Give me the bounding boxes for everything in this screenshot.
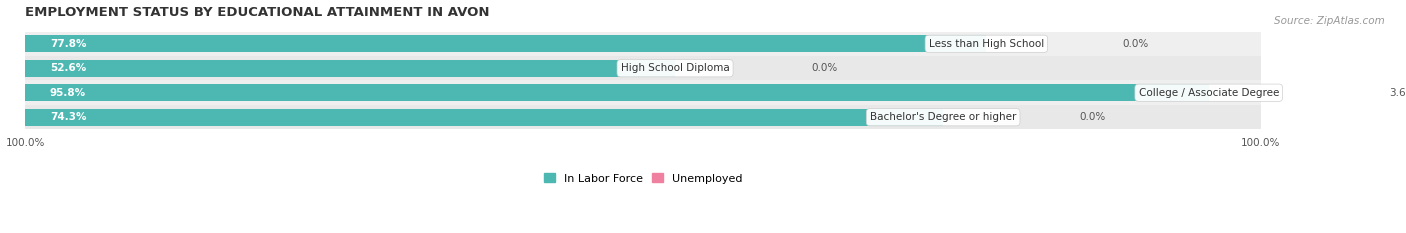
Bar: [25, 105, 1261, 129]
Text: 52.6%: 52.6%: [51, 63, 86, 73]
Text: High School Diploma: High School Diploma: [620, 63, 730, 73]
Bar: [1333, 84, 1376, 101]
Bar: [25, 31, 1261, 56]
Bar: [25, 35, 987, 52]
Text: 0.0%: 0.0%: [1078, 112, 1105, 122]
Text: 0.0%: 0.0%: [811, 63, 837, 73]
Bar: [25, 60, 675, 77]
Text: 0.0%: 0.0%: [1122, 39, 1149, 49]
Text: Less than High School: Less than High School: [929, 39, 1045, 49]
Text: College / Associate Degree: College / Associate Degree: [1139, 88, 1279, 98]
Legend: In Labor Force, Unemployed: In Labor Force, Unemployed: [540, 169, 747, 188]
Bar: [25, 56, 1261, 80]
Text: EMPLOYMENT STATUS BY EDUCATIONAL ATTAINMENT IN AVON: EMPLOYMENT STATUS BY EDUCATIONAL ATTAINM…: [25, 6, 489, 19]
Text: 95.8%: 95.8%: [51, 88, 86, 98]
Bar: [25, 109, 943, 126]
Text: 3.6%: 3.6%: [1389, 88, 1406, 98]
Bar: [25, 80, 1261, 105]
Text: Source: ZipAtlas.com: Source: ZipAtlas.com: [1274, 16, 1385, 26]
Text: Bachelor's Degree or higher: Bachelor's Degree or higher: [870, 112, 1017, 122]
Text: 77.8%: 77.8%: [51, 39, 86, 49]
Text: 74.3%: 74.3%: [51, 112, 86, 122]
Bar: [25, 84, 1209, 101]
